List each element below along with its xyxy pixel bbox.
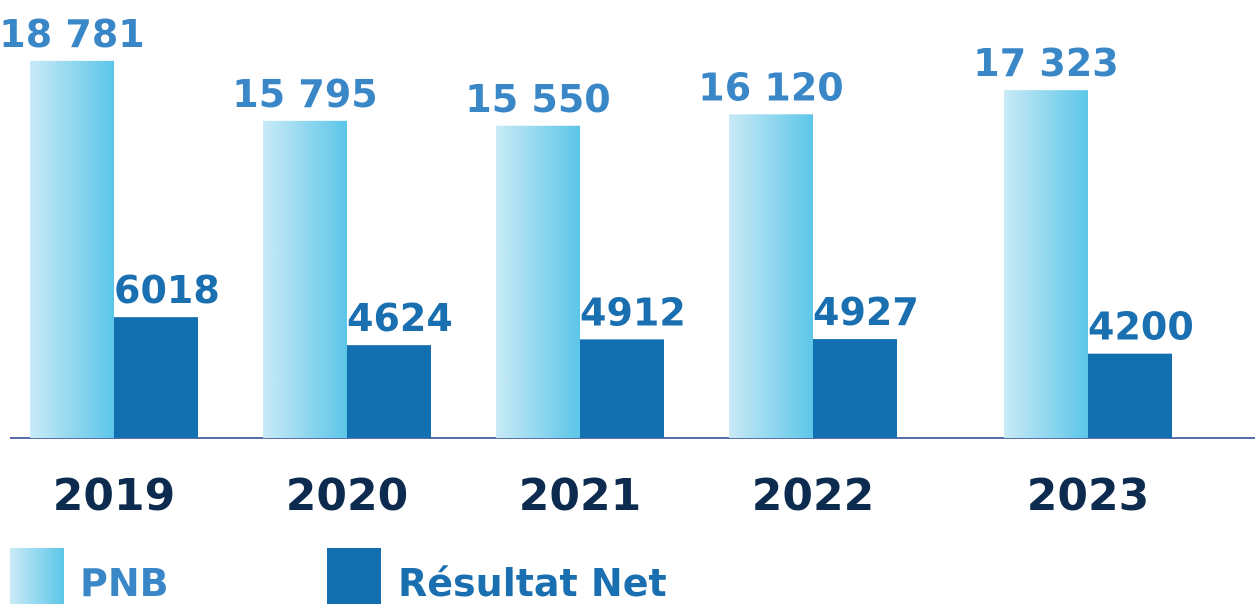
legend-swatch [327,548,381,604]
value-label: 6018 [114,268,220,312]
bar [263,120,347,439]
bar [496,125,580,439]
value-label: 16 120 [698,65,843,109]
legend-label: PNB [80,561,169,604]
bar [1004,90,1088,438]
bar [347,345,431,438]
x-tick-label: 2020 [286,470,408,521]
x-tick-label: 2021 [519,470,641,521]
legend-swatch [10,548,64,604]
value-label: 4912 [580,290,686,334]
value-label: 17 323 [973,41,1118,85]
value-label: 18 781 [0,12,145,56]
x-tick-label: 2023 [1027,470,1149,521]
bar [1088,353,1172,438]
value-label: 4624 [347,296,453,340]
legend-label: Résultat Net [398,561,667,604]
value-label: 4200 [1088,305,1194,349]
bar [729,114,813,439]
bar [580,339,664,438]
x-tick-label: 2019 [53,470,175,521]
bar [813,339,897,438]
x-tick-label: 2022 [752,470,874,521]
value-label: 15 795 [232,72,377,116]
bar [30,60,114,438]
bar [114,317,198,438]
value-label: 4927 [813,290,919,334]
value-label: 15 550 [465,77,610,121]
